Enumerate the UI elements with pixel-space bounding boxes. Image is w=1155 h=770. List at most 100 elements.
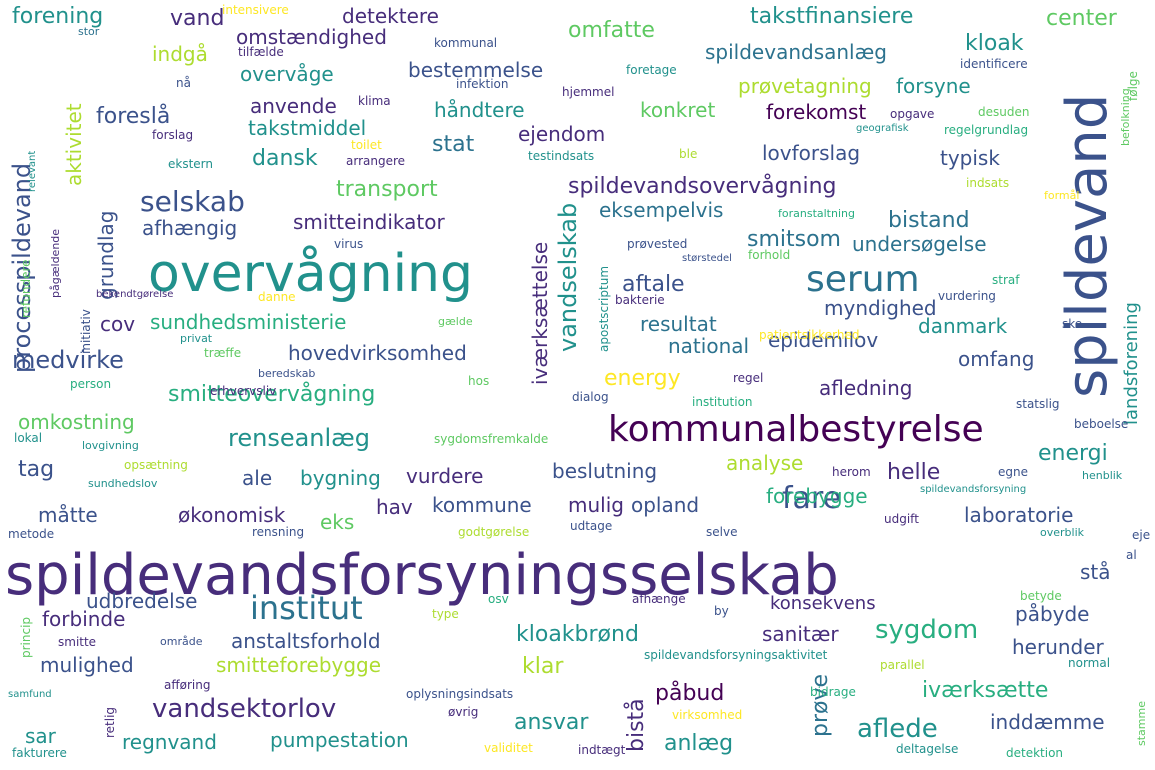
word-forslag: forslag [152,128,194,142]
word-hovedvirksomhed: hovedvirksomhed [288,341,467,365]
word-apostscriptum: apostscriptum [597,265,611,352]
word-spildevandsanlaeg: spildevandsanlæg [705,40,887,64]
word-bakterie: bakterie [615,293,665,307]
word-bygning: bygning [300,466,381,490]
word-ekstern: ekstern [168,157,213,171]
word-forebygge: forebygge [766,484,868,508]
word-danmark: danmark [918,314,1008,338]
word-undersoegelse: undersøgelse [852,232,987,256]
word-laboratorie: laboratorie [964,503,1074,527]
word-sar: sar [25,724,56,748]
word-fakturere: fakturere [12,746,67,760]
word-analyse: analyse [726,451,804,475]
word-smitteovervaagning: smitteovervågning [168,382,376,407]
word-detektion: detektion [1006,746,1064,760]
word-vandselskab: vandselskab [554,202,582,352]
word-regnvand: regnvand [122,730,217,754]
word-foranstaltning: foranstaltning [778,207,855,220]
word-type: type [432,607,459,621]
word-vand: vand [170,6,225,31]
word-traeffe: træffe [204,346,242,360]
word-afhaengig: afhængig [142,216,238,240]
word-retlig: retlig [103,706,117,738]
word-mulighed: mulighed [40,653,134,677]
word-medvirke: medvirke [12,346,124,374]
word-stoerstedel: størstedel [682,253,732,264]
word-detektere: detektere [342,4,439,28]
word-testindsats: testindsats [528,149,595,163]
word-smitteforebygge: smitteforebygge [216,653,382,677]
word-person: person [70,377,112,391]
word-fare: fare [782,481,842,516]
word-overblik: overblik [1040,526,1084,539]
word-bekendtgoerelse: bekendtgørelse [96,289,174,300]
word-oevrig: øvrig [448,705,479,719]
word-omraade: område [160,635,203,648]
word-vandsektorlov: vandsektorlov [152,694,337,724]
word-ansvar: ansvar [514,710,589,735]
word-gaelde: gælde [438,315,473,328]
word-lovgivning: lovgivning [82,439,139,452]
word-naa: nå [176,76,191,90]
word-vurdere: vurdere [406,464,484,488]
word-aflede: aflede [857,714,938,744]
word-ejendom: ejendom [518,122,606,146]
word-relevant: relevant [27,150,38,192]
word-landsforening: landsforening [1121,302,1142,425]
word-formaal: formål [1044,189,1080,202]
word-vurdering: vurdering [938,289,996,303]
word-aktivitet: aktivitet [62,103,86,186]
word-virus: virus [334,237,364,251]
word-energi: energi [1038,441,1108,466]
word-initiativ: initiativ [79,309,93,354]
word-omfatte: omfatte [568,18,655,43]
word-validitet: validitet [484,741,533,755]
word-serum: serum [806,259,920,300]
word-inddaemme: inddæmme [990,710,1105,734]
word-indgaa: indgå [152,42,208,66]
word-center: center [1046,6,1117,31]
word-refundere: refundere [19,259,33,318]
word-forening: forening [12,4,104,29]
word-dansk: dansk [252,146,318,171]
word-omfang: omfang [958,347,1035,371]
word-cov: cov [100,312,136,336]
word-smitte: smitte [58,635,97,649]
word-al: al [1126,548,1137,562]
word-stat: stat [432,132,475,157]
word-eje: eje [1132,528,1151,542]
word-takstmiddel: takstmiddel [248,116,367,140]
word-sygdom: sygdom [875,615,979,645]
word-overvaage: overvåge [240,62,334,86]
word-proevested: prøvested [627,237,688,251]
word-herom: herom [832,465,871,479]
word-beslutning: beslutning [552,459,658,483]
word-tag: tag [18,457,55,482]
word-sygdomsfremkalde: sygdomsfremkalde [434,432,549,446]
word-indsats: indsats [966,176,1010,190]
word-national: national [668,334,750,358]
word-helle: helle [887,460,941,485]
word-metode: metode [8,527,55,541]
word-hos: hos [468,374,490,388]
word-opland: opland [631,493,700,517]
word-ble: ble [679,147,698,161]
word-regel: regel [733,371,764,385]
word-kloakbroend: kloakbrønd [516,622,639,647]
word-egne: egne [998,465,1028,479]
word-takstfinansiere: takstfinansiere [750,4,914,29]
word-ivaerksaettelse: iværksættelse [528,241,552,385]
word-spildevand: spildevand [1055,93,1120,398]
word-overvaagning: overvågning [148,244,473,304]
word-beredskab: beredskab [258,367,316,380]
word-spildevandsforsyningsselskab: spildevandsforsyningsselskab [5,543,839,608]
word-hav: hav [376,495,413,519]
word-foretage: foretage [626,63,677,77]
word-lokal: lokal [14,431,43,445]
word-stamme: stamme [1135,701,1148,746]
word-befolkning: befolkning [1119,88,1132,146]
word-beboelse: beboelse [1074,417,1129,431]
word-paabud: påbud [655,681,725,706]
word-samfund: samfund [8,689,52,700]
